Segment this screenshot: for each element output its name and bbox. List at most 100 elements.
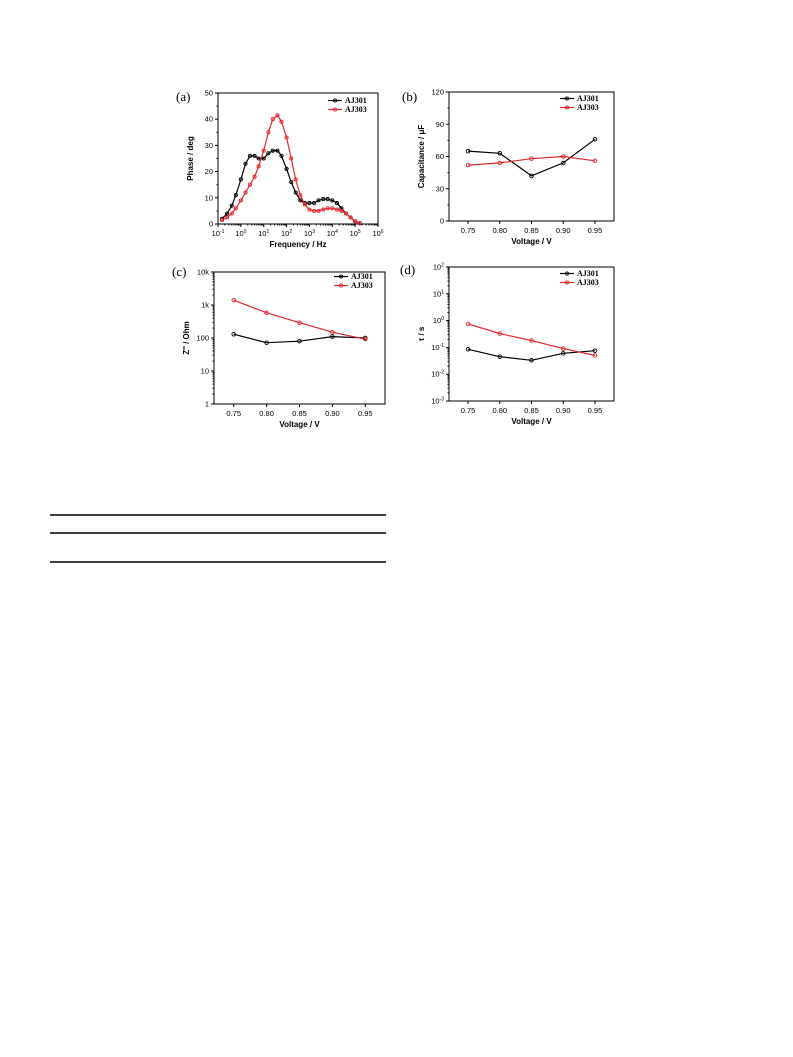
legend-marker-aj301 bbox=[564, 271, 570, 276]
data-point-aj301 bbox=[529, 358, 534, 363]
y-tick-label: 102 bbox=[433, 263, 444, 272]
data-point-aj301 bbox=[231, 331, 236, 337]
legend-label-aj303: AJ303 bbox=[351, 281, 373, 290]
y-axis-label: Z'' / Ohm bbox=[182, 321, 191, 355]
data-point-aj303 bbox=[231, 297, 236, 303]
legend-marker-aj301 bbox=[338, 274, 344, 279]
series-line-aj303 bbox=[221, 114, 361, 224]
legend-marker-aj301 bbox=[332, 98, 338, 103]
y-tick-label: 90 bbox=[436, 120, 444, 129]
data-point-aj301 bbox=[279, 153, 284, 158]
data-point-aj301 bbox=[261, 156, 266, 161]
y-tick-label: 10-1 bbox=[431, 343, 444, 352]
data-point-aj303 bbox=[264, 310, 269, 316]
data-point-aj303 bbox=[363, 336, 368, 342]
x-tick-label: 0.95 bbox=[588, 226, 603, 235]
data-point-aj303 bbox=[529, 338, 534, 343]
y-axis-label: Capacitance / μF bbox=[417, 125, 426, 189]
data-point-aj303 bbox=[275, 113, 280, 118]
data-point-aj303 bbox=[316, 208, 321, 213]
y-tick-label: 60 bbox=[436, 152, 444, 161]
data-point-aj303 bbox=[465, 321, 471, 327]
data-point-aj303 bbox=[298, 193, 303, 198]
chart-panel-a: 10-1 100 101 102 103 104 105 106 0 10 20 30 40 50 Freq… bbox=[176, 89, 384, 250]
data-point-aj301 bbox=[465, 148, 471, 154]
data-point-aj301 bbox=[497, 151, 503, 156]
legend-marker-aj303 bbox=[564, 105, 570, 110]
table-rules bbox=[50, 514, 386, 563]
y-tick-label: 30 bbox=[205, 141, 213, 150]
legend-label-aj301: AJ301 bbox=[577, 269, 599, 278]
chart-panel-d: 0.75 0.80 0.85 0.90 0.95 10-3 10-2 10-1 100 101 10… bbox=[400, 262, 615, 426]
y-axis-label: Phase / deg bbox=[186, 136, 195, 181]
x-tick-label: 0.90 bbox=[556, 226, 571, 235]
x-tick-label: 0.85 bbox=[292, 409, 307, 418]
x-tick-label: 0.80 bbox=[259, 409, 274, 418]
data-point-aj303 bbox=[592, 158, 598, 164]
data-point-aj301 bbox=[330, 334, 335, 339]
data-point-aj303 bbox=[219, 218, 225, 223]
data-point-aj303 bbox=[312, 208, 317, 213]
data-point-aj303 bbox=[256, 164, 261, 169]
series-line-aj303 bbox=[467, 155, 596, 166]
data-point-aj303 bbox=[307, 207, 312, 212]
data-point-aj301 bbox=[289, 180, 294, 185]
data-point-aj301 bbox=[284, 166, 289, 172]
y-tick-label: 20 bbox=[205, 167, 213, 176]
x-tick-label: 0.75 bbox=[461, 406, 476, 415]
x-tick-label: 103 bbox=[304, 229, 315, 238]
data-point-aj303 bbox=[330, 206, 335, 211]
x-tick-label: 104 bbox=[327, 229, 338, 238]
series-line-aj301 bbox=[221, 150, 361, 224]
data-point-aj301 bbox=[325, 197, 330, 202]
data-point-aj301 bbox=[229, 203, 234, 208]
legend-marker-aj303 bbox=[332, 107, 338, 112]
data-point-aj301 bbox=[270, 148, 275, 153]
panel-label: (d) bbox=[400, 262, 415, 277]
chart-panel-b: 0.75 0.80 0.85 0.90 0.95 0 30 60 90 120 Voltage / … bbox=[402, 88, 615, 246]
data-point-aj301 bbox=[238, 177, 243, 182]
x-tick-label: 0.85 bbox=[524, 406, 539, 415]
chart-panel-c: 0.75 0.80 0.85 0.90 0.95 1 10 100 1k 10k Voltage /… bbox=[172, 264, 386, 429]
y-tick-label: 10-3 bbox=[431, 397, 444, 406]
legend-marker-aj303 bbox=[338, 283, 344, 288]
data-point-aj303 bbox=[225, 215, 230, 220]
y-tick-label: 1k bbox=[201, 301, 209, 310]
data-point-aj303 bbox=[330, 329, 335, 335]
legend-marker-aj303 bbox=[564, 280, 570, 285]
x-tick-label: 100 bbox=[235, 229, 246, 238]
data-point-aj303 bbox=[266, 130, 271, 135]
y-tick-label: 100 bbox=[433, 316, 444, 325]
data-point-aj303 bbox=[497, 331, 503, 336]
legend-label-aj303: AJ303 bbox=[345, 105, 367, 114]
data-point-aj303 bbox=[592, 353, 598, 358]
y-tick-label: 101 bbox=[433, 289, 444, 298]
legend-label-aj303: AJ303 bbox=[577, 103, 599, 112]
panel-label: (b) bbox=[402, 89, 417, 104]
x-tick-label: 0.90 bbox=[556, 406, 571, 415]
legend-label-aj303: AJ303 bbox=[577, 278, 599, 287]
data-point-aj301 bbox=[497, 354, 503, 359]
data-point-aj303 bbox=[560, 346, 566, 351]
data-point-aj303 bbox=[529, 156, 534, 161]
x-tick-label: 0.85 bbox=[524, 226, 539, 235]
x-axis-label: Voltage / V bbox=[511, 237, 552, 246]
series-line-aj301 bbox=[233, 333, 366, 344]
data-point-aj301 bbox=[297, 338, 302, 344]
x-tick-label: 0.80 bbox=[492, 226, 507, 235]
x-tick-label: 0.95 bbox=[588, 406, 603, 415]
series-line-aj303 bbox=[233, 299, 366, 340]
data-point-aj301 bbox=[252, 153, 257, 158]
x-axis-label: Voltage / V bbox=[279, 420, 320, 429]
x-tick-label: 0.75 bbox=[461, 226, 476, 235]
y-tick-label: 30 bbox=[436, 184, 444, 193]
y-tick-label: 0 bbox=[440, 217, 444, 226]
data-point-aj301 bbox=[233, 193, 238, 198]
series-line-aj301 bbox=[467, 138, 596, 177]
y-tick-label: 1 bbox=[205, 400, 209, 409]
y-axis-label: τ / s bbox=[417, 326, 426, 341]
data-point-aj301 bbox=[592, 348, 598, 353]
data-point-aj301 bbox=[339, 206, 344, 211]
data-point-aj303 bbox=[289, 156, 294, 161]
